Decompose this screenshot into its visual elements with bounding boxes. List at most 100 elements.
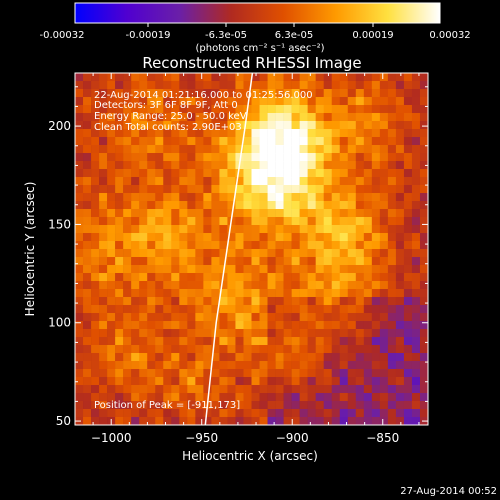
heatmap-cell [283, 137, 292, 146]
heatmap-cell [259, 369, 268, 378]
heatmap-cell [83, 321, 92, 330]
heatmap-cell [355, 337, 365, 346]
heatmap-cell [227, 161, 236, 170]
heatmap-cell [283, 209, 292, 218]
heatmap-cell [163, 73, 172, 82]
heatmap-cell [171, 177, 180, 186]
heatmap-cell [227, 401, 236, 410]
heatmap-cell [419, 385, 428, 394]
heatmap-cell [251, 201, 260, 210]
heatmap-cell [419, 81, 428, 90]
heatmap-cell [347, 81, 357, 90]
heatmap-cell [243, 337, 252, 346]
heatmap-cell [227, 297, 236, 306]
heatmap-cell [371, 361, 381, 370]
heatmap-cell [115, 185, 124, 194]
heatmap-cell [75, 241, 84, 250]
heatmap-cell [291, 297, 300, 306]
heatmap-cell [171, 417, 180, 425]
heatmap-cell [227, 321, 236, 330]
heatmap-cell [395, 385, 405, 394]
heatmap-cell [139, 369, 148, 378]
heatmap-cell [75, 81, 84, 90]
heatmap-cell [211, 377, 220, 386]
heatmap-cell [131, 401, 140, 410]
heatmap-cell [227, 153, 236, 162]
heatmap-cell [107, 361, 116, 370]
heatmap-cell [179, 105, 188, 114]
heatmap-cell [259, 225, 268, 234]
heatmap-cell [315, 361, 324, 370]
heatmap-cell [147, 289, 156, 298]
heatmap-cell [347, 281, 357, 290]
heatmap-cell [339, 97, 349, 106]
heatmap-cell [259, 329, 268, 338]
heatmap-cell [195, 305, 204, 314]
heatmap-cell [243, 209, 252, 218]
heatmap-cell [195, 233, 204, 242]
heatmap-cell [171, 169, 180, 178]
heatmap-cell [163, 393, 172, 402]
heatmap-cell [131, 369, 140, 378]
heatmap-cell [115, 121, 124, 130]
heatmap-cell [259, 313, 268, 322]
heatmap-cell [331, 369, 341, 378]
heatmap-cell [91, 369, 100, 378]
heatmap-cell [107, 233, 116, 242]
heatmap-cell [355, 217, 365, 226]
heatmap-cell [115, 401, 124, 410]
heatmap-cell [75, 185, 84, 194]
heatmap-cell [267, 105, 276, 114]
heatmap-cell [75, 409, 84, 418]
heatmap-cell [147, 225, 156, 234]
heatmap-cell [123, 81, 132, 90]
heatmap-cell [187, 249, 196, 258]
heatmap-cell [339, 233, 349, 242]
heatmap-cell [371, 233, 381, 242]
heatmap-cell [131, 241, 140, 250]
heatmap-cell [339, 177, 349, 186]
heatmap-cell [339, 217, 349, 226]
heatmap-cell [411, 113, 421, 122]
heatmap-cell [235, 321, 244, 330]
heatmap-cell [259, 145, 268, 154]
heatmap-cell [107, 369, 116, 378]
heatmap-cell [291, 113, 300, 122]
heatmap-cell [227, 137, 236, 146]
heatmap-cell [171, 369, 180, 378]
heatmap-cell [75, 385, 84, 394]
heatmap-cell [339, 329, 349, 338]
heatmap-cell [315, 145, 324, 154]
heatmap-cell [339, 393, 349, 402]
heatmap-cell [299, 193, 308, 202]
heatmap-cell [99, 105, 108, 114]
heatmap-cell [315, 297, 324, 306]
heatmap-cell [163, 145, 172, 154]
heatmap-cell [379, 401, 389, 410]
heatmap-cell [403, 121, 413, 130]
heatmap-cell [131, 129, 140, 138]
heatmap-cell [147, 113, 156, 122]
heatmap-cell [291, 73, 300, 82]
heatmap-cell [323, 337, 333, 346]
heatmap-cell [267, 353, 276, 362]
heatmap-cell [187, 169, 196, 178]
heatmap-cell [187, 305, 196, 314]
heatmap-cell [123, 233, 132, 242]
heatmap-cell [275, 369, 284, 378]
heatmap-cell [171, 161, 180, 170]
heatmap-cell [195, 193, 204, 202]
heatmap-cell [331, 89, 341, 98]
heatmap-cell [411, 369, 421, 378]
heatmap-cell [75, 217, 84, 226]
heatmap-cell [339, 361, 349, 370]
heatmap-cell [115, 377, 124, 386]
heatmap-cell [291, 121, 300, 130]
heatmap-cell [179, 385, 188, 394]
heatmap-cell [155, 233, 164, 242]
heatmap-cell [291, 313, 300, 322]
heatmap-cell [267, 209, 276, 218]
heatmap-cell [131, 329, 140, 338]
heatmap-cell [251, 161, 260, 170]
heatmap-cell [411, 321, 421, 330]
